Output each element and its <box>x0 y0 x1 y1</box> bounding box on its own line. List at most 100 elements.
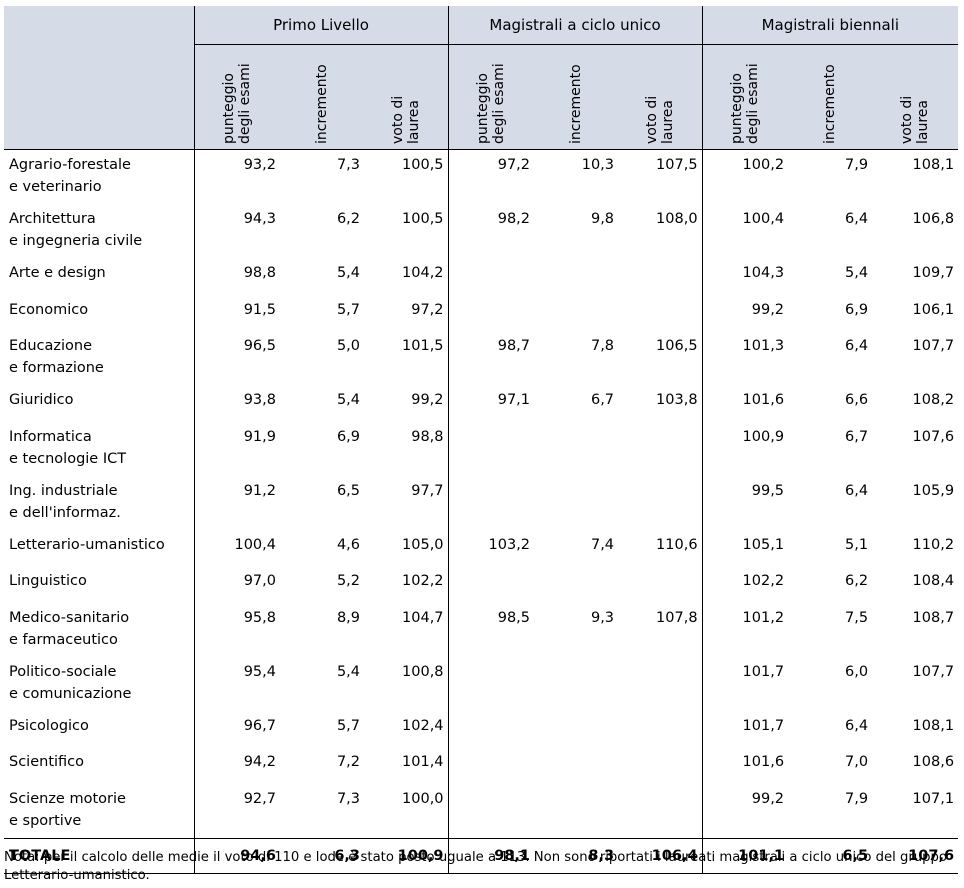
group-header: Primo Livello <box>193 6 449 45</box>
subcolumn-header: voto di laurea <box>618 44 703 150</box>
area-label: Psicologico <box>9 717 89 734</box>
value-cell: 6,2 <box>336 211 360 227</box>
value-cell: 10,3 <box>581 157 615 173</box>
value-cell: 97,7 <box>411 482 444 499</box>
value-cell: 97,0 <box>193 566 280 603</box>
value-cell: 6,3 <box>280 837 364 874</box>
table-row: Economico 91,5 5,7 97,2 99,2 6,9 106,1 <box>4 294 958 332</box>
value-cell: 109,7 <box>912 265 955 281</box>
table-row: Politico-sociale e comunicazione 95,4 5,4 1… <box>4 656 958 711</box>
value-cell: 7,4 <box>590 536 615 553</box>
value-cell <box>534 422 618 476</box>
subcolumn-header: punteggio degli esami <box>193 44 280 150</box>
value-cell: 100,5 <box>402 211 444 227</box>
value-cell: 101,7 <box>701 710 789 747</box>
value-cell: 100,2 <box>701 149 789 204</box>
value-cell: 4,6 <box>336 536 360 553</box>
area-label: Economico <box>9 301 89 318</box>
value-cell: 91,5 <box>193 294 280 331</box>
value-cell: 6,0 <box>844 663 869 680</box>
table-row: Agrario-forestale e veterinario 93,2 7,3 10… <box>4 149 958 204</box>
value-cell: 106,1 <box>912 301 955 318</box>
subcolumn-header: punteggio degli esami <box>447 44 535 150</box>
value-cell: 99,2 <box>701 294 789 331</box>
value-cell: 97,2 <box>411 301 444 318</box>
group-header: Magistrali biennali <box>701 6 959 45</box>
value-cell: 8,3 <box>534 837 619 874</box>
subcolumn-header-label: voto di laurea <box>899 95 932 144</box>
value-cell: 101,7 <box>701 656 789 711</box>
table-row: Giuridico 93,8 5,4 99,2 97,1 6,7 103,8 101,6 6,6… <box>4 385 958 422</box>
value-cell: 103,2 <box>447 529 535 566</box>
value-cell: 7,2 <box>336 754 360 770</box>
value-cell: 5,4 <box>336 392 360 408</box>
value-cell: 108,1 <box>912 717 955 734</box>
value-cell: 94,2 <box>193 747 280 784</box>
value-cell: 102,2 <box>402 573 444 589</box>
value-cell: 104,3 <box>701 258 789 295</box>
value-cell: 102,2 <box>701 566 789 603</box>
value-cell <box>618 476 702 530</box>
value-cell: 106,4 <box>618 837 703 874</box>
total-label: TOTALE <box>4 837 194 874</box>
value-cell: 7,9 <box>844 790 869 807</box>
area-label: Giuridico <box>9 392 74 408</box>
value-cell <box>618 657 702 711</box>
header-corner <box>4 6 194 45</box>
value-cell: 5,4 <box>844 265 869 281</box>
value-cell: 100,8 <box>402 663 444 680</box>
subcolumn-header-label: punteggio degli esami <box>221 63 254 144</box>
value-cell: 100,0 <box>402 790 444 807</box>
value-cell: 94,3 <box>193 204 280 258</box>
value-cell <box>534 566 618 603</box>
value-cell <box>618 711 702 748</box>
value-cell: 9,3 <box>590 609 615 626</box>
value-cell: 5,0 <box>336 338 360 354</box>
value-cell: 102,4 <box>402 717 444 734</box>
value-cell <box>618 258 702 295</box>
group-header: Magistrali a ciclo unico <box>447 6 703 45</box>
subcolumn-header: incremento <box>534 44 619 150</box>
value-cell: 100,9 <box>701 421 789 476</box>
area-label: Educazione e formazione <box>9 338 104 376</box>
value-cell: 95,8 <box>193 602 280 657</box>
value-cell: 100,9 <box>364 837 449 874</box>
table-header: Primo Livello Magistrali a ciclo unico M… <box>4 6 959 150</box>
area-label: Informatica e tecnologie ICT <box>9 428 127 467</box>
header-subcolumn-row: punteggio degli esami incremento voto di l… <box>4 44 959 150</box>
value-cell: 107,8 <box>656 609 698 626</box>
value-cell <box>618 784 702 839</box>
value-cell: 100,4 <box>701 204 789 258</box>
table-row: Scientifico 94,2 7,2 101,4 101,6 7,0 108,6 <box>4 747 958 784</box>
value-cell: 5,4 <box>336 265 360 281</box>
value-cell: 101,1 <box>701 837 789 874</box>
table-row: Educazione e formazione 96,5 5,0 101,5 98,7 7… <box>4 331 958 385</box>
value-cell: 101,4 <box>402 754 444 770</box>
value-cell <box>447 566 535 603</box>
value-cell: 7,5 <box>844 609 869 626</box>
subcolumn-header-label: punteggio degli esami <box>729 63 762 144</box>
value-cell: 108,2 <box>912 392 955 408</box>
value-cell: 99,5 <box>701 475 789 530</box>
value-cell: 99,2 <box>701 783 789 838</box>
value-cell: 107,6 <box>912 428 955 445</box>
subcolumn-header-label: voto di laurea <box>389 95 422 144</box>
value-cell: 98,7 <box>447 331 535 385</box>
value-cell: 91,2 <box>193 475 280 530</box>
value-cell <box>618 295 702 332</box>
value-cell: 9,8 <box>590 211 615 227</box>
area-label: Politico-sociale e comunicazione <box>9 663 132 702</box>
value-cell <box>534 747 618 784</box>
value-cell <box>447 258 535 295</box>
value-cell <box>534 476 618 530</box>
value-cell: 6,7 <box>844 428 869 445</box>
subcolumn-header: incremento <box>280 44 364 150</box>
value-cell: 101,5 <box>402 338 444 354</box>
area-label: Arte e design <box>9 265 106 281</box>
data-table: Primo Livello Magistrali a ciclo unico M… <box>4 6 959 874</box>
data-table-container: Primo Livello Magistrali a ciclo unico M… <box>4 6 959 874</box>
value-cell <box>618 566 702 603</box>
value-cell <box>618 422 702 476</box>
value-cell: 105,1 <box>701 529 789 566</box>
value-cell: 101,2 <box>701 602 789 657</box>
